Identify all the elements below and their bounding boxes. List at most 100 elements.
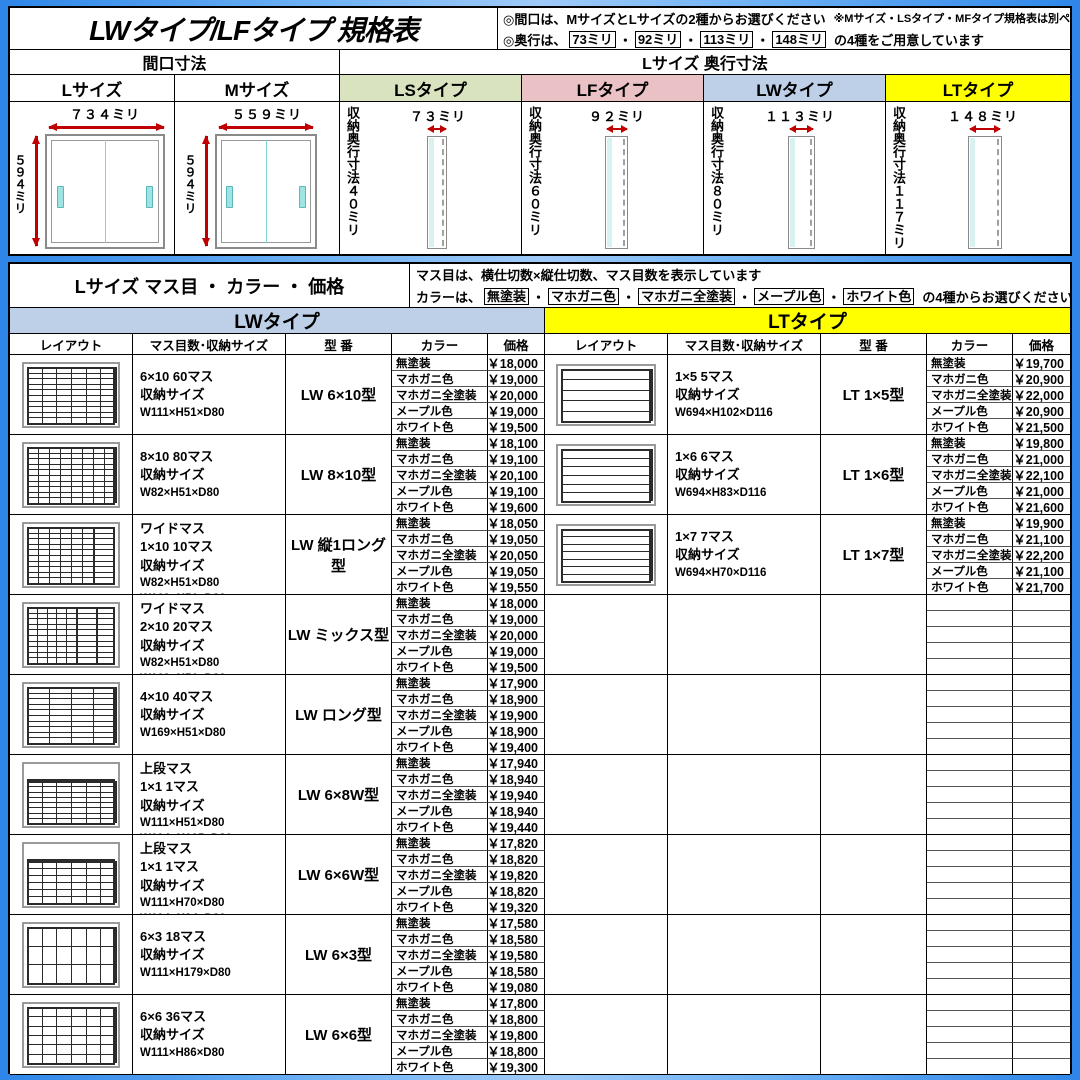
price-cell: ￥19,400 — [488, 739, 545, 755]
color-cell: メープル色 — [392, 723, 488, 739]
layout-cell — [10, 755, 133, 835]
colhdr-lw-color: カラー — [392, 334, 488, 355]
price-cell: ￥22,100 — [1013, 467, 1070, 483]
spec-line: 収納サイズ — [675, 547, 740, 563]
colhdr-lt-color: カラー — [927, 334, 1013, 355]
csep-4: ・ — [827, 290, 841, 305]
color-cell: 無塗装 — [392, 835, 488, 851]
spec-line: W169×H51×D80 — [140, 591, 226, 594]
lw-width-arrow — [789, 125, 814, 133]
cabinet-lsize — [45, 134, 165, 249]
sep-2: ・ — [684, 32, 698, 48]
layout-thumbnail — [22, 601, 120, 668]
price-cell: ￥17,580 — [488, 915, 545, 931]
price-section-title: Lサイズ マス目 ・ カラー ・ 価格 — [10, 264, 410, 308]
color-cell: ホワイト色 — [927, 499, 1013, 515]
price-cell: ￥18,940 — [488, 771, 545, 787]
panel-lt — [968, 136, 1002, 249]
price-cell: ￥21,700 — [1013, 579, 1070, 595]
empty-color-cell — [927, 899, 1013, 915]
color-cell: 無塗装 — [927, 435, 1013, 451]
spec-line: W82×H51×D80 — [140, 577, 220, 590]
colhdr-lt-spec: マス目数･収納サイズ — [668, 334, 821, 355]
price-cell: ￥20,900 — [1013, 371, 1070, 387]
layout-thumbnail — [556, 363, 656, 426]
price-cell: ￥20,000 — [488, 627, 545, 643]
empty-price-cell — [1013, 595, 1070, 611]
layout-thumbnail — [22, 921, 120, 988]
empty-color-cell — [927, 1027, 1013, 1043]
panel-lw — [788, 136, 815, 249]
color-cell: メープル色 — [927, 563, 1013, 579]
color-cell: マホガニ全塗装 — [392, 707, 488, 723]
spec-line: W694×H83×D116 — [675, 486, 767, 499]
empty-price-cell — [1013, 723, 1070, 739]
spec-line: 収納サイズ — [140, 637, 205, 653]
price-cell: ￥21,000 — [1013, 451, 1070, 467]
csep-2: ・ — [622, 290, 636, 305]
drawing-ls-depth: 収納奥行寸法４０ミリ ７３ミリ — [340, 102, 522, 254]
color-cell: ホワイト色 — [392, 979, 488, 995]
empty-cell — [668, 995, 821, 1075]
spec-line: 4×10 40マス — [140, 595, 213, 600]
price-block: Lサイズ マス目 ・ カラー ・ 価格 マス目は、横仕切数×縦仕切数、マス目数を… — [8, 262, 1072, 1075]
spec-line: 6×3 18マス — [140, 928, 207, 944]
layout-thumbnail — [22, 681, 120, 748]
layout-cell — [10, 835, 133, 915]
dim-col-header-lt: LTタイプ — [886, 75, 1070, 102]
panel-ls — [427, 136, 447, 249]
color-cell: マホガニ色 — [392, 451, 488, 467]
lt-width-arrow — [969, 125, 1001, 133]
ls-width-arrow — [427, 125, 447, 133]
empty-cell — [821, 995, 927, 1075]
empty-cell — [545, 595, 668, 675]
color-cell: マホガニ全塗装 — [927, 387, 1013, 403]
empty-price-cell — [1013, 1059, 1070, 1075]
empty-price-cell — [1013, 627, 1070, 643]
empty-price-cell — [1013, 771, 1070, 787]
lt-depth-label: 収納奥行寸法１１７ミリ — [891, 106, 906, 249]
price-cell: ￥18,000 — [488, 355, 545, 371]
color-cell: 無塗装 — [392, 355, 488, 371]
csep-1: ・ — [532, 290, 546, 305]
empty-color-cell — [927, 931, 1013, 947]
empty-color-cell — [927, 819, 1013, 835]
empty-price-cell — [1013, 787, 1070, 803]
layout-thumbnail — [556, 523, 656, 586]
color-cell: メープル色 — [392, 963, 488, 979]
color-note-prefix: カラーは、 — [416, 290, 482, 305]
layout-thumbnail — [22, 1001, 120, 1068]
color-cell: ホワイト色 — [392, 419, 488, 435]
lf-width-arrow — [606, 125, 628, 133]
colhdr-lt-layout: レイアウト — [545, 334, 668, 355]
empty-color-cell — [927, 915, 1013, 931]
color-cell: マホガニ全塗装 — [392, 867, 488, 883]
color-cell: ホワイト色 — [392, 739, 488, 755]
drawing-lsize-front: ７３４ミリ ５９４ミリ — [10, 102, 175, 254]
color-cell: マホガニ色 — [392, 531, 488, 547]
price-cell: ￥18,820 — [488, 883, 545, 899]
spec-line: W169×H51×D80 — [140, 726, 226, 739]
empty-cell — [668, 595, 821, 675]
layout-cell — [10, 355, 133, 435]
colhdr-lw-spec: マス目数･収納サイズ — [133, 334, 286, 355]
price-cell: ￥19,940 — [488, 787, 545, 803]
price-cell: ￥19,440 — [488, 819, 545, 835]
spec-line: 収納サイズ — [675, 467, 740, 483]
spec-line: 収納サイズ — [675, 387, 740, 403]
empty-color-cell — [927, 1059, 1013, 1075]
layout-cell — [10, 595, 133, 675]
spec-line: 収納サイズ — [140, 387, 205, 403]
model-cell: LT 1×7型 — [821, 515, 927, 595]
empty-price-cell — [1013, 931, 1070, 947]
color-cell: メープル色 — [392, 403, 488, 419]
color-cell: 無塗装 — [927, 515, 1013, 531]
price-cell: ￥19,500 — [488, 659, 545, 675]
layout-thumbnail — [22, 761, 120, 828]
spec-line: 1×5 5マス — [675, 368, 734, 384]
price-cell: ￥20,100 — [488, 467, 545, 483]
lf-width-label: ９２ミリ — [588, 109, 645, 124]
price-cell: ￥19,320 — [488, 899, 545, 915]
empty-color-cell — [927, 643, 1013, 659]
sep-3: ・ — [756, 32, 770, 48]
